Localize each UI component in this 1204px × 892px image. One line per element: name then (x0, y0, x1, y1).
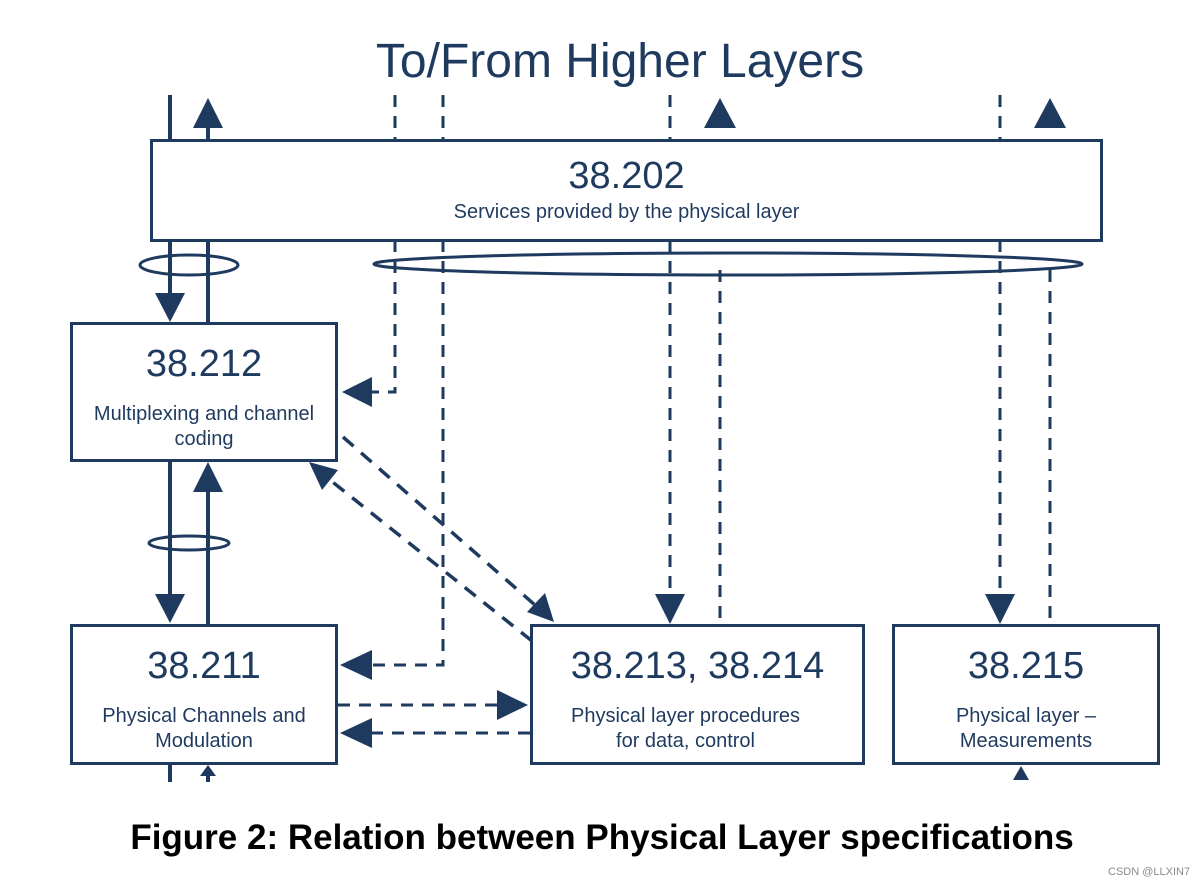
spec-description-line-1: Physical Channels and (73, 704, 335, 729)
spec-box-38-213-38-214: 38.213, 38.214 Physical layer procedures… (530, 624, 865, 765)
arrowhead-down-215 (985, 594, 1015, 624)
spec-box-38-215: 38.215 Physical layer – Measurements (892, 624, 1160, 765)
spec-number: 38.202 (153, 155, 1100, 198)
spec-number: 38.215 (895, 645, 1157, 688)
spec-box-38-211: 38.211 Physical Channels and Modulation (70, 624, 338, 765)
arrowhead-down-212 (155, 293, 185, 322)
dashed-line-202-to-211 (372, 240, 443, 665)
spec-number: 38.213, 38.214 (533, 645, 862, 688)
spec-description-line-2: for data, control (521, 729, 850, 754)
spec-description-line-2: Modulation (73, 729, 335, 754)
watermark: CSDN @LLXIN7 (1108, 866, 1198, 882)
spec-description-line-1: Multiplexing and channel (73, 402, 335, 427)
spec-number: 38.211 (73, 645, 335, 688)
arrowhead-left-212 (342, 377, 372, 407)
arrowhead-diag-213 (527, 593, 554, 622)
spec-description-line-1: Physical layer – (895, 704, 1157, 729)
bundle-ellipse-left-top (140, 255, 238, 275)
arrowhead-down-211 (155, 594, 185, 623)
spec-description-line-1: Physical layer procedures (521, 704, 850, 729)
diagram-title: To/From Higher Layers (300, 34, 940, 92)
spec-description-line-2: Measurements (895, 729, 1157, 754)
spec-description-line-2: coding (73, 427, 335, 452)
spec-description: Services provided by the physical layer (153, 200, 1100, 225)
spec-number: 38.212 (73, 343, 335, 386)
dashed-line-213-to-212-diag (330, 480, 532, 641)
arrowhead-up-215-bottom (1013, 766, 1029, 780)
spec-box-38-202: 38.202 Services provided by the physical… (150, 139, 1103, 242)
arrowhead-up-top-mid (704, 98, 736, 128)
arrowhead-up-top-left (193, 98, 223, 128)
figure-caption: Figure 2: Relation between Physical Laye… (20, 818, 1184, 864)
bundle-ellipse-left-mid (149, 536, 229, 550)
arrowhead-down-213 (655, 594, 685, 624)
arrowhead-up-top-right (1034, 98, 1066, 128)
dashed-line-212-to-213-diag (343, 437, 535, 605)
arrowhead-left-211-bottom (340, 718, 372, 748)
arrowhead-up-212-bottom (193, 462, 223, 492)
arrowhead-left-211 (340, 650, 372, 680)
bundle-ellipse-wide (374, 253, 1082, 275)
arrowhead-up-211-bottom (200, 765, 216, 776)
spec-box-38-212: 38.212 Multiplexing and channel coding (70, 322, 338, 462)
arrowhead-diag-212 (309, 462, 338, 490)
